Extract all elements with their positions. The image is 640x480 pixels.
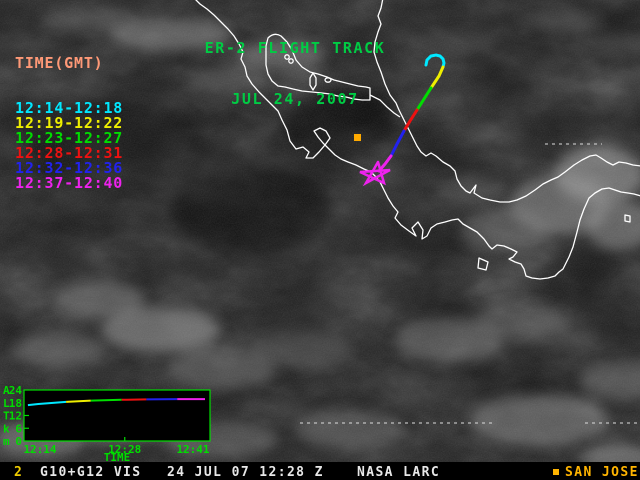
flight-track <box>359 53 446 187</box>
plot-label: TIME <box>104 451 131 464</box>
legend-item: 12:23-12:27 <box>15 129 124 147</box>
title-line1: ER-2 FLIGHT TRACK <box>204 39 386 57</box>
page-title: ER-2 FLIGHT TRACK JUL 24, 2007 <box>180 6 410 142</box>
lake-islet <box>284 54 290 60</box>
legend-item: 12:32-12:36 <box>15 159 124 177</box>
city-name-label: SAN JOSE <box>565 465 639 480</box>
plot-frame <box>23 389 211 442</box>
plot-label: 0 <box>15 435 22 448</box>
coastline <box>195 0 640 280</box>
plot-label: L <box>3 397 10 410</box>
track-segment <box>389 129 406 158</box>
plot-label: k <box>3 422 10 435</box>
plot-label: 12:41 <box>176 443 209 456</box>
plot-label: 12:28 <box>108 443 141 456</box>
san-jose-square <box>354 134 361 141</box>
data-source-label: NASA LARC <box>357 465 441 480</box>
city-marker-swatch <box>553 469 559 475</box>
ometepe-island <box>309 72 317 91</box>
track-time-legend: TIME(GMT) 12:14-12:18 12:19-12:22 12:23-12… <box>15 26 123 221</box>
lake-islet <box>324 77 332 83</box>
status-bar: 2 G10+G12 VIS 24 JUL 07 12:28 Z NASA LAR… <box>0 462 640 480</box>
coiba-island <box>477 257 489 271</box>
small-island <box>624 214 631 223</box>
lake-islet <box>288 58 294 64</box>
latitude-dashes <box>300 143 640 424</box>
plot-label: 24 <box>9 384 23 397</box>
image-datetime: 24 JUL 07 12:28 Z <box>167 465 324 480</box>
satellite-product-label: G10+G12 VIS <box>40 465 142 480</box>
track-segment <box>429 65 445 90</box>
altitude-trace-segment <box>27 400 67 407</box>
legend-heading: TIME(GMT) <box>15 54 104 72</box>
pacific-coastline <box>195 0 640 280</box>
city-marker <box>354 134 361 141</box>
plot-label: m <box>3 435 10 448</box>
plot-label: 12:14 <box>23 443 56 456</box>
loiter-star <box>359 160 391 187</box>
legend-item: 12:14-12:18 <box>15 99 124 117</box>
track-segment <box>415 86 433 112</box>
plot-label: 6 <box>15 422 22 435</box>
rio-san-juan-line <box>369 94 401 118</box>
plot-label: 18 <box>9 397 22 410</box>
plot-label: A <box>3 384 10 397</box>
altitude-trace-segment <box>90 398 122 402</box>
legend-items: 12:14-12:18 12:19-12:22 12:23-12:27 12:28-1… <box>15 101 123 191</box>
title-line2: JUL 24, 2007 <box>231 90 359 108</box>
channel-number: 2 <box>14 465 24 480</box>
track-segment <box>424 53 446 69</box>
legend-item: 12:19-12:22 <box>15 114 124 132</box>
plot-label: T <box>3 410 10 423</box>
legend-item: 12:28-12:31 <box>15 144 124 162</box>
altitude-plot: A 24L 18T 12k 6m 012:14 12:28 12:41 TIME <box>3 384 211 464</box>
caribbean-coastline <box>373 0 640 203</box>
plot-label: 12 <box>9 410 22 423</box>
lake-nicaragua-outline <box>265 33 371 101</box>
altitude-trace-segment <box>66 399 91 403</box>
legend-item: 12:37-12:40 <box>15 174 124 192</box>
track-segment <box>402 108 419 133</box>
